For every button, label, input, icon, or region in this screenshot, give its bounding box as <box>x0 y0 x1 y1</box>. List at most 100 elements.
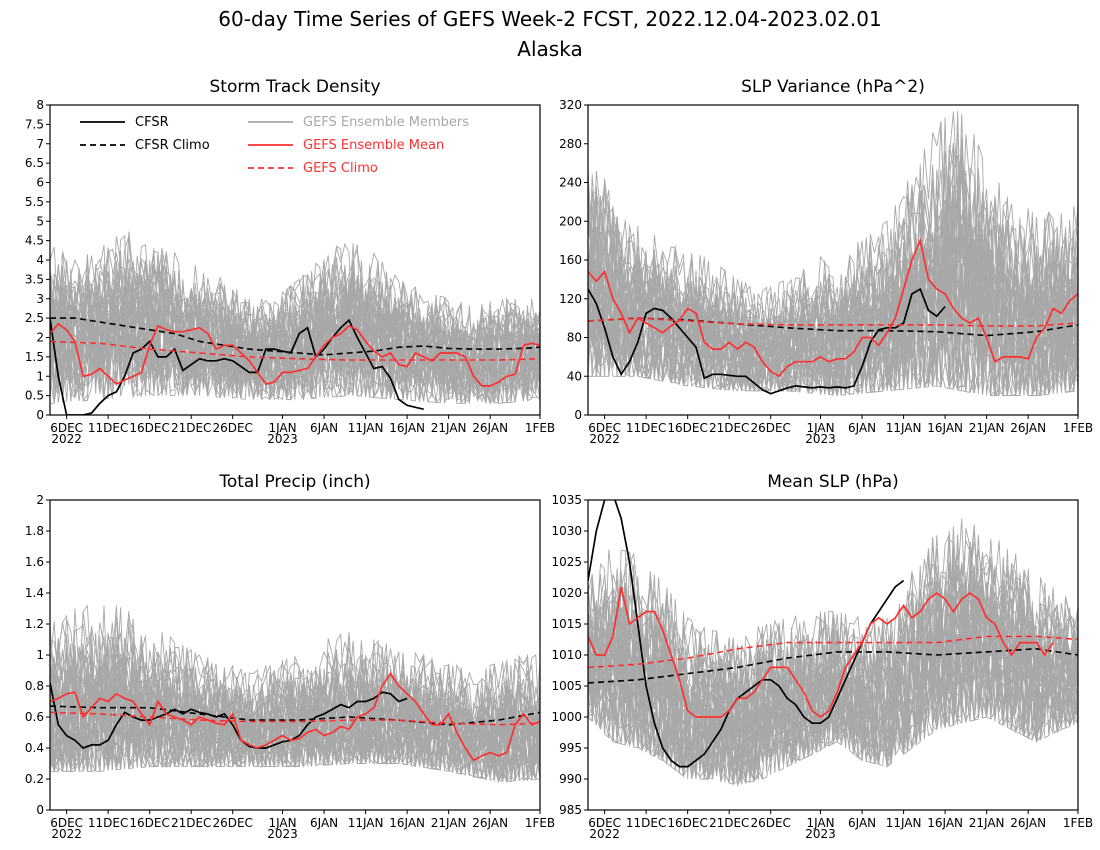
gefs-climo-line <box>588 635 1078 669</box>
ensemble-member-line <box>588 151 1078 375</box>
y-tick-label: 0.4 <box>25 741 44 755</box>
x-tick-label: 21JAN <box>969 421 1005 435</box>
y-tick-label: 0 <box>36 408 44 422</box>
legend-cfsr-label: CFSR <box>135 115 169 130</box>
ensemble-member-line <box>50 637 540 764</box>
x-tick-label: 21JAN <box>969 816 1005 830</box>
x-tick-label: 21JAN <box>431 816 467 830</box>
panel-title: Total Precip (inch) <box>218 472 370 492</box>
x-tick-label: 21JAN <box>431 421 467 435</box>
y-tick-label: 3 <box>36 292 44 306</box>
panel-title: Storm Track Density <box>209 77 380 97</box>
ensemble-member-line <box>588 215 1078 398</box>
x-tick-label: 26DEC <box>212 816 252 830</box>
panel-1: Storm Track Density 0 0.5 1 1.5 2 2.5 3 3.5 4 4.5 5… <box>25 77 555 446</box>
ensemble-member-line <box>588 595 1078 784</box>
gefs-ensemble-mean-line <box>50 672 540 762</box>
x-tick-year-label: 2022 <box>51 827 82 841</box>
ensemble-member-line <box>50 655 540 776</box>
gefs-ensemble-mean-line <box>50 322 540 387</box>
x-tick-label: 6DEC <box>588 816 621 830</box>
x-tick-label: 21DEC <box>709 816 749 830</box>
x-tick-label: 16DEC <box>667 816 707 830</box>
panel-4: Mean SLP (hPa) 985 990 995 1000 1005 1010 1015 1… <box>551 472 1093 841</box>
ensemble-member-line <box>50 235 540 370</box>
y-tick-label: 0.8 <box>25 679 44 693</box>
x-tick-label: 16DEC <box>129 816 169 830</box>
x-tick-label: 16DEC <box>667 421 707 435</box>
y-tick-label: 40 <box>567 369 582 383</box>
x-tick-label: 11JAN <box>886 421 922 435</box>
y-tick-label: 320 <box>559 98 582 112</box>
y-tick-label: 4 <box>36 253 44 267</box>
gefs-climo-line <box>50 711 540 726</box>
y-tick-label: 0.2 <box>25 772 44 786</box>
x-tick-label: 11JAN <box>348 421 384 435</box>
y-tick-label: 80 <box>567 331 582 345</box>
x-tick-label: 1JAN <box>806 421 834 435</box>
plot-area <box>50 231 540 415</box>
plot-area <box>588 110 1078 398</box>
y-tick-label: 5 <box>36 214 44 228</box>
ensemble-member-line <box>588 583 1078 785</box>
x-tick-label: 26JAN <box>1010 816 1046 830</box>
x-tick-label: 16DEC <box>129 421 169 435</box>
y-tick-label: 990 <box>559 772 582 786</box>
ensemble-member-line <box>588 190 1078 392</box>
x-tick-label: 6DEC <box>588 421 621 435</box>
ensemble-member-line <box>588 599 1078 780</box>
x-tick-label: 1JAN <box>268 421 296 435</box>
y-tick-label: 1000 <box>551 710 582 724</box>
x-tick-label: 21DEC <box>709 421 749 435</box>
ensemble-member-line <box>50 689 540 783</box>
y-tick-label: 985 <box>559 803 582 817</box>
x-tick-label: 1JAN <box>806 816 834 830</box>
x-tick-label: 6JAN <box>310 816 338 830</box>
y-tick-label: 1025 <box>551 555 582 569</box>
legend: CFSR CFSR Climo GEFS Ensemble Members GEFS … <box>80 115 469 176</box>
y-tick-label: 240 <box>559 176 582 190</box>
x-tick-label: 26DEC <box>750 421 790 435</box>
x-tick-label: 6JAN <box>310 421 338 435</box>
cfsr-climo-line <box>50 705 540 726</box>
x-tick-label: 11DEC <box>88 816 128 830</box>
x-tick-year-label: 2022 <box>589 432 620 446</box>
y-tick-label: 7.5 <box>25 117 44 131</box>
y-tick-label: 2 <box>36 493 44 507</box>
cfsr-line <box>588 500 905 768</box>
plot-area <box>50 604 540 784</box>
x-tick-label: 21DEC <box>171 816 211 830</box>
x-tick-label: 26JAN <box>472 421 508 435</box>
legend-cfsr-climo-label: CFSR Climo <box>135 138 210 153</box>
y-tick-label: 1030 <box>551 524 582 538</box>
panel-title: Mean SLP (hPa) <box>767 472 899 492</box>
y-tick-label: 2 <box>36 331 44 345</box>
panel-3: Total Precip (inch) 0 0.2 0.4 0.6 0.8 1 1.2 1.4 1… <box>25 472 555 841</box>
ensemble-member-line <box>588 600 1078 785</box>
legend-gefs-mean-label: GEFS Ensemble Mean <box>303 138 444 153</box>
x-tick-year-label: 2023 <box>805 827 836 841</box>
y-tick-label: 6 <box>36 176 44 190</box>
y-tick-label: 0.6 <box>25 710 44 724</box>
ensemble-member-line <box>50 692 540 781</box>
x-tick-label: 11JAN <box>348 816 384 830</box>
ensemble-member-line <box>588 526 1078 738</box>
x-tick-year-label: 2022 <box>589 827 620 841</box>
ensemble-member-line <box>588 526 1078 743</box>
y-tick-label: 8 <box>36 98 44 112</box>
gefs-climo-line <box>50 340 540 361</box>
ensemble-member-line <box>50 646 540 775</box>
x-tick-label: 1FEB <box>1063 421 1093 435</box>
x-tick-label: 6JAN <box>848 421 876 435</box>
y-tick-label: 1.8 <box>25 524 44 538</box>
x-tick-year-label: 2023 <box>267 432 298 446</box>
figure-subtitle: Alaska <box>517 37 582 61</box>
x-tick-label: 6JAN <box>848 816 876 830</box>
ensemble-member-line <box>50 286 540 400</box>
x-tick-label: 16JAN <box>927 816 963 830</box>
y-tick-label: 3.5 <box>25 272 44 286</box>
y-tick-label: 1010 <box>551 648 582 662</box>
y-tick-label: 280 <box>559 137 582 151</box>
y-tick-label: 0 <box>574 408 582 422</box>
